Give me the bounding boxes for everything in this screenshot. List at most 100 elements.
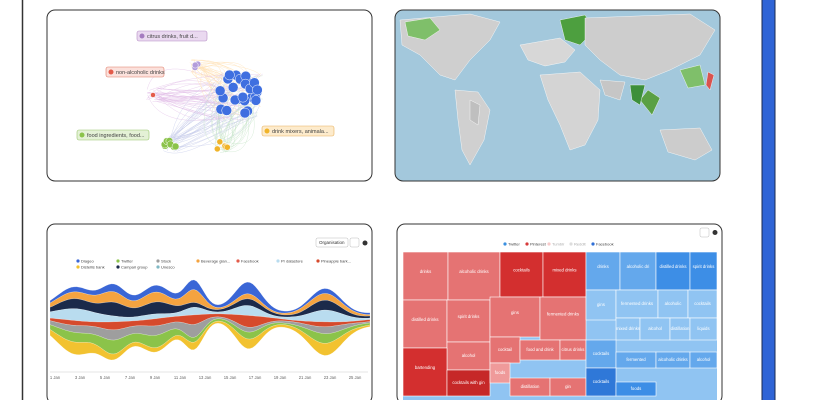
legend-label: Facebook — [241, 258, 259, 263]
cluster-label-box — [105, 66, 165, 78]
legend-dot — [156, 265, 160, 269]
treemap-cell — [447, 251, 501, 301]
dropdown[interactable] — [315, 237, 349, 248]
menu-button — [349, 237, 360, 248]
edge — [146, 83, 216, 100]
legend-dot — [569, 242, 573, 246]
treemap-cell — [615, 381, 657, 397]
x-tick-label: 7 Jan — [125, 375, 136, 380]
treemap-cell — [657, 289, 689, 319]
legend-dot — [76, 259, 80, 263]
treemap-label: foods — [631, 386, 642, 391]
legend-dot — [116, 265, 120, 269]
menu-button — [699, 227, 710, 238]
node — [214, 145, 221, 153]
legend-label: Tumblr — [552, 241, 565, 246]
node — [216, 138, 224, 146]
treemap-cell — [542, 251, 587, 298]
network-card[interactable]: citrus drinks, fruit d... non-alcoholic d… — [47, 10, 372, 181]
legend-dot — [76, 265, 80, 269]
land — [599, 79, 626, 101]
x-tick-label: 13 Jan — [199, 375, 212, 380]
edge — [163, 117, 245, 154]
right-panel-edge — [761, 0, 776, 400]
card-border — [394, 9, 721, 182]
treemap-label: fermented drinks — [621, 301, 653, 306]
edge — [171, 99, 261, 150]
node — [214, 85, 226, 97]
edge — [201, 68, 226, 121]
treemap-cell — [489, 362, 511, 384]
treemap-label: alcohol — [462, 353, 476, 358]
legend-dot — [236, 259, 240, 263]
node — [191, 61, 199, 69]
settings-button — [712, 230, 718, 235]
treemap-label: alcoholic drinks — [658, 357, 687, 362]
dropdown-label: Organisation — [319, 240, 345, 245]
treemap-label: gins — [511, 310, 519, 315]
x-tick-label: 25 Jan — [349, 375, 362, 380]
stream-layer — [49, 320, 371, 361]
treemap-label: gins — [597, 302, 605, 307]
treemap-label: cocktails with gin — [452, 380, 485, 385]
treemap-cell — [539, 296, 587, 341]
treemap-label: bartending — [415, 365, 436, 370]
treemap-label: alcohol — [648, 326, 662, 331]
edge — [215, 76, 244, 148]
x-tick-label: 11 Jan — [174, 375, 187, 380]
treemap-cell — [689, 317, 718, 341]
treemap-label: alcoholic dri — [627, 264, 650, 269]
land — [519, 37, 576, 67]
cluster-label-box — [136, 30, 208, 42]
cluster-label: non-alcoholic drinks — [116, 70, 165, 76]
land — [539, 71, 601, 151]
edge — [163, 102, 248, 143]
treemap-cell — [655, 251, 691, 291]
node — [227, 82, 239, 93]
legend-label: Reddit — [574, 241, 586, 246]
treemap-label: gin — [565, 384, 571, 389]
edge — [155, 98, 231, 119]
edge — [158, 95, 223, 121]
edge — [146, 68, 215, 90]
edge — [147, 92, 232, 108]
treemap-cell — [402, 347, 448, 397]
node — [150, 92, 156, 98]
legend-label: Pineapple bark... — [321, 258, 351, 263]
x-tick-label: 21 Jan — [299, 375, 312, 380]
legend-label: Distellis bank — [81, 264, 105, 269]
legend-dot — [116, 259, 120, 263]
treemap-label: spirit drinks — [693, 264, 715, 269]
treemap-label: distilled drinks — [412, 317, 439, 322]
stream-card[interactable]: Organisation Diageo Twitter Stock Beverage g… — [47, 224, 372, 400]
x-tick-label: 1 Jan — [50, 375, 61, 380]
treemap-label: distillation — [521, 384, 540, 389]
node — [224, 69, 235, 81]
treemap-cell — [402, 299, 448, 349]
treemap-label: fermented — [626, 357, 646, 362]
legend-label: Beverage gian... — [201, 258, 230, 263]
treemap-label: spirit drinks — [458, 314, 480, 319]
treemap-label: drinks — [597, 264, 608, 269]
cluster-label-box — [261, 125, 335, 137]
node — [237, 91, 249, 103]
treemap-cell — [499, 251, 544, 298]
treemap-label: citrus drinks — [562, 347, 585, 352]
x-tick-label: 23 Jan — [324, 375, 337, 380]
edge — [169, 100, 245, 139]
node — [171, 142, 180, 151]
settings-button — [362, 240, 368, 246]
treemap-label: cocktail — [498, 347, 512, 352]
treemap-cell — [489, 296, 541, 338]
edge — [164, 73, 224, 146]
cluster-dot — [108, 69, 114, 75]
treemap-card[interactable]: Twitter Pinterest Tumblr Reddit Facebook drin… — [397, 224, 722, 400]
legend-dot — [316, 259, 320, 263]
treemap-label: drinks — [420, 269, 431, 274]
legend-label: Pinterest — [530, 241, 547, 246]
treemap-cell — [689, 251, 718, 291]
land — [404, 17, 441, 41]
treemap-cell — [687, 289, 718, 319]
legend-dot — [276, 259, 280, 263]
map-card[interactable] — [395, 10, 720, 181]
